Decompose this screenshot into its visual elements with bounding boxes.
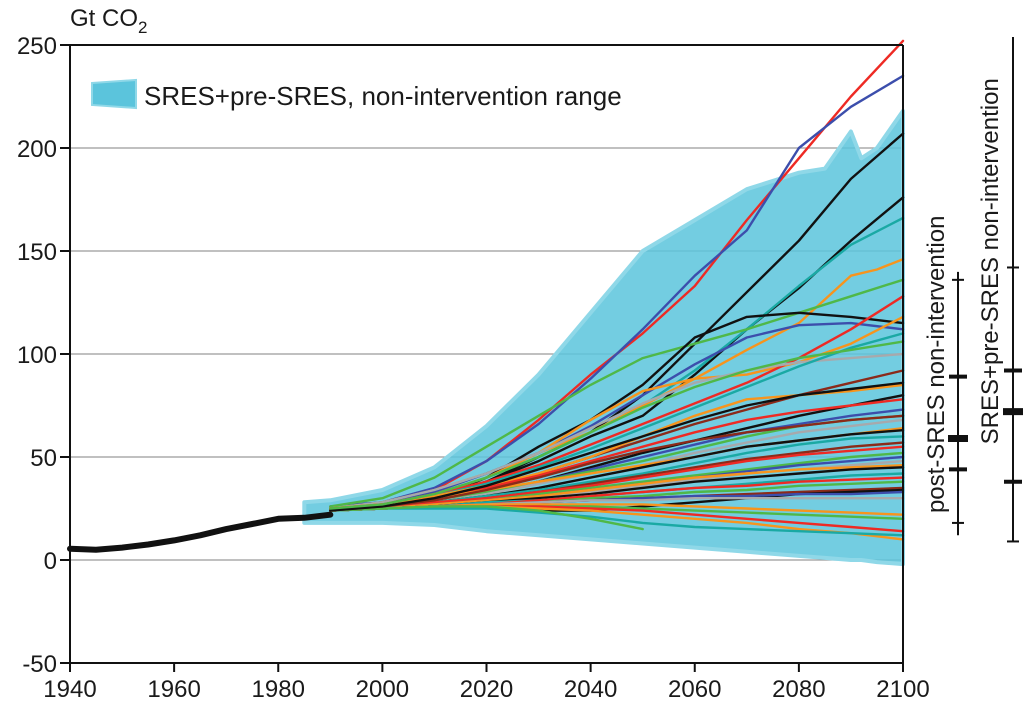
series-line-6 [329, 278, 905, 508]
series-line-24 [329, 445, 905, 510]
series-line-45 [329, 340, 905, 510]
legend-label: SRES+pre-SRES, non-intervention range [144, 81, 622, 111]
side-bar-0-label: post-SRES non-intervention [923, 216, 950, 514]
y-tick-label-50: 50 [30, 445, 57, 472]
x-tick-label-2080: 2080 [772, 676, 825, 703]
historical-line [67, 511, 334, 553]
scenario-lines [67, 39, 905, 553]
y-tick-label-250: 250 [17, 33, 57, 60]
series-line-43 [329, 414, 905, 512]
series-line-1 [329, 74, 905, 508]
tick-labels: -50 0 50 100 150 200 250 1940 1960 1980 2000 2020 20… [17, 33, 930, 703]
x-tick-label-1960: 1960 [147, 676, 200, 703]
x-tick-label-2060: 2060 [668, 676, 721, 703]
x-tick-label-2100: 2100 [876, 676, 929, 703]
series-line-42 [329, 505, 644, 531]
y-tick-label--50: -50 [22, 651, 57, 678]
side-range-bars: post-SRES non-intervention SRES+pre-SRES … [923, 37, 1023, 543]
y-tick-label-200: 200 [17, 136, 57, 163]
legend: SRES+pre-SRES, non-intervention range [91, 78, 622, 111]
series-line-11 [329, 352, 905, 510]
y-axis-title: Gt CO2 [70, 5, 147, 37]
axes [60, 44, 904, 672]
y-tick-label-100: 100 [17, 342, 57, 369]
x-tick-label-1980: 1980 [252, 676, 305, 703]
side-bar-1-label: SRES+pre-SRES non-intervention [977, 78, 1004, 444]
x-tick-label-1940: 1940 [43, 676, 96, 703]
y-tick-label-0: 0 [44, 548, 57, 575]
y-axis-title-main: Gt CO [70, 5, 138, 32]
x-tick-label-2020: 2020 [460, 676, 513, 703]
series-line-7 [329, 321, 905, 512]
x-tick-label-2000: 2000 [356, 676, 409, 703]
x-tick-label-2040: 2040 [564, 676, 617, 703]
y-tick-label-150: 150 [17, 239, 57, 266]
series-line-41 [329, 507, 905, 537]
series-line-44 [329, 381, 905, 512]
legend-swatch [91, 78, 137, 110]
series-line-28 [329, 464, 905, 512]
y-axis-title-subscript: 2 [138, 18, 147, 37]
